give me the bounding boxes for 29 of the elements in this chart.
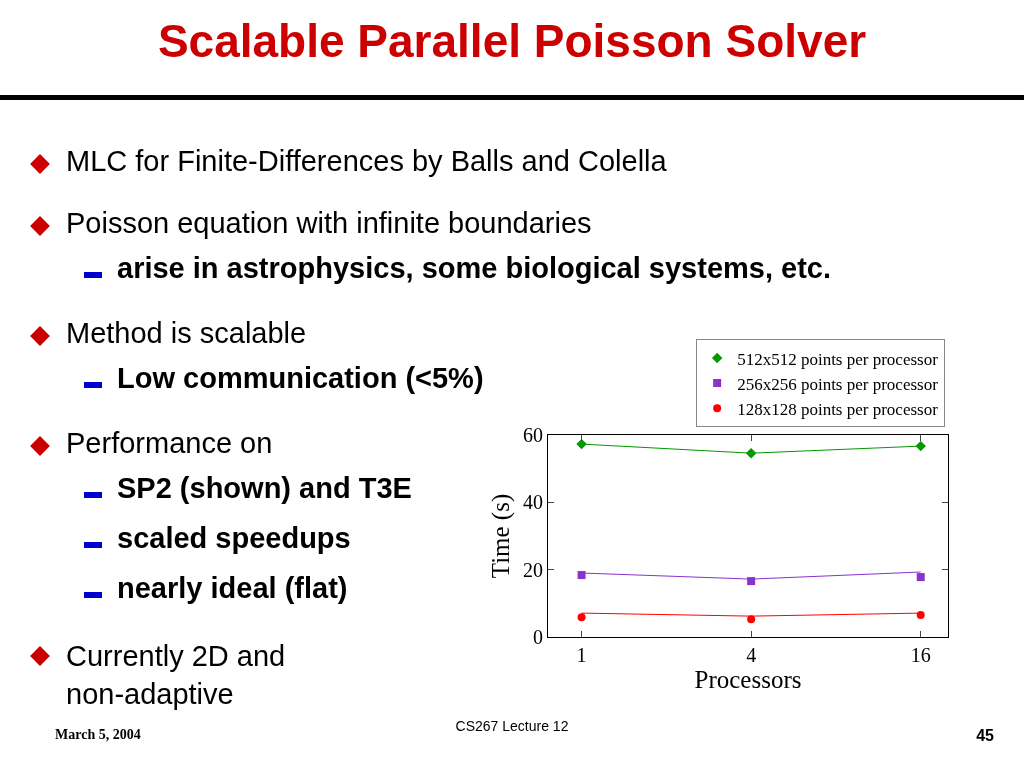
y-tick-label: 0 [533, 626, 543, 648]
text: Method is scalable [66, 317, 307, 350]
point [916, 573, 925, 582]
text: CS267 Lecture 12 [455, 718, 569, 734]
text: March 5, 2004 [55, 727, 141, 743]
text: Poisson equation with infinite boundaries [66, 207, 592, 240]
point [916, 611, 925, 620]
x-tick-label: 16 [910, 644, 931, 666]
text: SP2 (shown) and T3E [117, 472, 412, 505]
x-tick-label: 1 [576, 644, 587, 666]
legend-label: 512x512 points per processor [737, 349, 939, 369]
legend-label: 256x256 points per processor [737, 374, 939, 394]
point [577, 613, 586, 622]
y-tick-label: 60 [523, 424, 543, 446]
y-axis-title: Time (s) [486, 493, 515, 579]
legend-label: 128x128 points per processor [737, 399, 939, 419]
text: scaled speedups [117, 522, 351, 555]
text: 45 [976, 727, 994, 745]
x-axis-title: Processors [694, 666, 802, 693]
chart-title: Scalable Parallel Poisson Solver [156, 14, 868, 68]
text: Low communication (<5%) [117, 362, 484, 395]
text: Performance on [66, 427, 273, 460]
text: Currently 2D and non-adaptive [66, 639, 287, 712]
text: arise in astrophysics, some biological systems, etc. [117, 252, 832, 285]
y-tick-label: 20 [523, 558, 543, 581]
y-tick-label: 40 [523, 491, 543, 514]
x-tick-label: 4 [746, 644, 757, 666]
text: MLC for Finite-Differences by Balls and Colella [66, 145, 667, 178]
text: nearly ideal (flat) [117, 572, 348, 605]
